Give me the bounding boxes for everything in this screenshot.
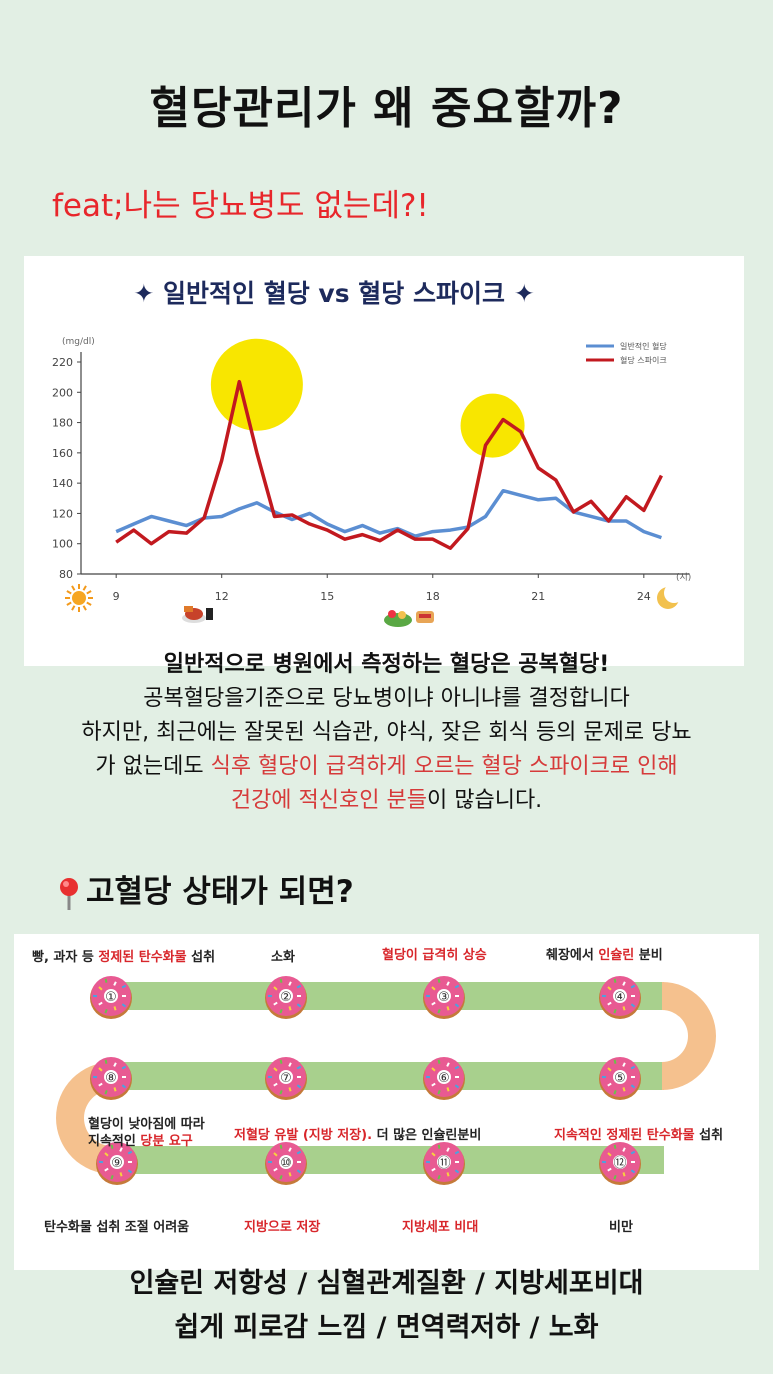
desc-line-5: 건강에 적신호인 분들이 많습니다. <box>0 784 773 818</box>
section-title: 고혈당 상태가 되면? <box>86 874 354 910</box>
track-row-2 <box>109 1062 664 1090</box>
step-4-label: 췌장에서 인슐린 분비 <box>546 948 663 963</box>
moon-icon <box>657 583 684 609</box>
pin-icon <box>60 877 78 910</box>
x-tick-label: 9 <box>113 590 120 603</box>
process-diagram: ① ② ③ ④ ⑤ ⑥ ⑦ ⑧ ⑨ ⑩ ⑪ ⑫ 빵, 과자 등 정제된 탄수화물 섭취 소화 혈당이 … <box>14 934 759 1270</box>
step-1-label: 빵, 과자 등 정제된 탄수화물 섭취 <box>32 950 216 965</box>
footer-line-1: 인슐린 저항성 / 심혈관계질환 / 지방세포비대 <box>129 1268 644 1299</box>
x-tick-label: 15 <box>320 590 334 603</box>
footer: 인슐린 저항성 / 심혈관계질환 / 지방세포비대 쉽게 피로감 느낌 / 면역… <box>0 1262 773 1350</box>
footer-line-2: 쉽게 피로감 느낌 / 면역력저하 / 노화 <box>174 1312 599 1343</box>
donut-step-4: ④ <box>599 976 641 1019</box>
donut-number: ⑩ <box>280 1156 292 1171</box>
donut-step-7: ⑦ <box>265 1057 307 1100</box>
donut-number: ⑤ <box>614 1071 626 1086</box>
donut-number: ⑫ <box>613 1156 626 1171</box>
step-6-label: 더 많은 인슐린분비 <box>376 1128 482 1143</box>
section-heading: 고혈당 상태가 되면? <box>58 866 354 911</box>
y-tick-label: 160 <box>52 447 73 460</box>
page-subtitle: feat;나는 당뇨병도 없는데?! <box>52 188 429 224</box>
spike-highlight <box>460 393 525 458</box>
donut-number: ⑪ <box>437 1156 450 1171</box>
y-tick-label: 220 <box>52 356 73 369</box>
donut-number: ③ <box>438 990 450 1005</box>
donut-step-2: ② <box>265 976 307 1019</box>
chart-title: ✦ 일반적인 혈당 vs 혈당 스파이크 ✦ <box>133 279 534 308</box>
track-row-3 <box>109 1146 664 1174</box>
desc-line-2: 공복혈당을기준으로 당뇨병이냐 아니냐를 결정합니다 <box>143 686 630 711</box>
y-tick-label: 200 <box>52 386 73 399</box>
step-2-label: 소화 <box>271 950 295 965</box>
desc-line-5-plain: 이 많습니다. <box>426 788 543 813</box>
donut-number: ⑨ <box>111 1156 123 1171</box>
x-tick-label: 12 <box>215 590 229 603</box>
donut-step-6: ⑥ <box>423 1057 465 1100</box>
donut-step-3: ③ <box>423 976 465 1019</box>
desc-line-4-plain: 가 없는데도 <box>95 754 211 779</box>
y-tick-label: 80 <box>59 568 73 581</box>
step-9-label: 탄수화물 섭취 조절 어려움 <box>44 1220 190 1235</box>
y-tick-label: 100 <box>52 538 73 551</box>
donut-number: ⑧ <box>105 1071 117 1086</box>
donut-step-10: ⑩ <box>265 1142 307 1185</box>
donut-step-8: ⑧ <box>90 1057 132 1100</box>
donut-number: ⑦ <box>280 1071 292 1086</box>
chart-panel: ✦ 일반적인 혈당 vs 혈당 스파이크 ✦ (mg/dl) (시) 80 100… <box>24 256 744 666</box>
step-11-label: 지방세포 비대 <box>402 1220 479 1235</box>
y-tick-label: 140 <box>52 477 73 490</box>
page-title: 혈당관리가 왜 중요할까? <box>149 83 624 134</box>
series-normal-line <box>115 488 662 540</box>
spike-highlight <box>210 338 303 431</box>
step-5-label: 지속적인 정제된 탄수화물 섭취 <box>554 1128 724 1143</box>
y-tick-label: 120 <box>52 507 73 520</box>
series-spike-line <box>115 379 663 551</box>
donut-step-12: ⑫ <box>599 1142 641 1185</box>
meal-icon <box>182 606 213 623</box>
salad-icon <box>384 610 434 627</box>
legend-label: 일반적인 혈당 <box>620 341 667 351</box>
x-tick-label: 24 <box>637 590 651 603</box>
desc-line-4-highlight: 식후 혈당이 급격하게 오르는 혈당 스파이크로 인해 <box>210 754 678 779</box>
track-row-1 <box>109 982 664 1010</box>
legend-label: 혈당 스파이크 <box>620 355 667 365</box>
desc-line-5-highlight: 건강에 적신호인 분들 <box>230 788 427 813</box>
process-track: ① ② ③ ④ ⑤ ⑥ ⑦ ⑧ ⑨ ⑩ ⑪ ⑫ <box>56 976 716 1185</box>
x-tick-label: 18 <box>426 590 440 603</box>
desc-line-4: 가 없는데도 식후 혈당이 급격하게 오르는 혈당 스파이크로 인해 <box>0 750 773 784</box>
description: 일반적으로 병원에서 측정하는 혈당은 공복혈당! 공복혈당을기준으로 당뇨병이… <box>0 648 773 818</box>
donut-number: ⑥ <box>438 1071 450 1086</box>
y-tick-label: 180 <box>52 417 73 430</box>
donut-step-1: ① <box>90 976 132 1019</box>
donut-number: ④ <box>614 990 626 1005</box>
blood-sugar-chart: ✦ 일반적인 혈당 vs 혈당 스파이크 ✦ (mg/dl) (시) 80 100… <box>52 279 691 627</box>
y-unit-label: (mg/dl) <box>62 337 95 347</box>
step-3-label: 혈당이 급격히 상승 <box>382 948 487 963</box>
sun-icon <box>65 584 93 612</box>
donut-step-11: ⑪ <box>423 1142 465 1185</box>
donut-step-5: ⑤ <box>599 1057 641 1100</box>
desc-line-1: 일반적으로 병원에서 측정하는 혈당은 공복혈당! <box>163 652 610 677</box>
donut-number: ② <box>280 990 292 1005</box>
step-12-label: 비만 <box>609 1220 633 1235</box>
step-10-label: 지방으로 저장 <box>244 1220 321 1235</box>
x-tick-label: 21 <box>531 590 545 603</box>
donut-step-9: ⑨ <box>96 1142 138 1185</box>
desc-line-3: 하지만, 최근에는 잘못된 식습관, 야식, 잦은 회식 등의 문제로 당뇨 <box>81 720 692 745</box>
step-8-label: 혈당이 낮아짐에 따라 지속적인 당분 요구 <box>88 1117 205 1149</box>
step-7-label: 저혈당 유발 (지방 저장). 더 많은 인슐린분비 <box>234 1128 482 1143</box>
track-curve-right <box>662 982 716 1090</box>
donut-number: ① <box>105 990 117 1005</box>
x-unit-label: (시) <box>676 572 691 583</box>
